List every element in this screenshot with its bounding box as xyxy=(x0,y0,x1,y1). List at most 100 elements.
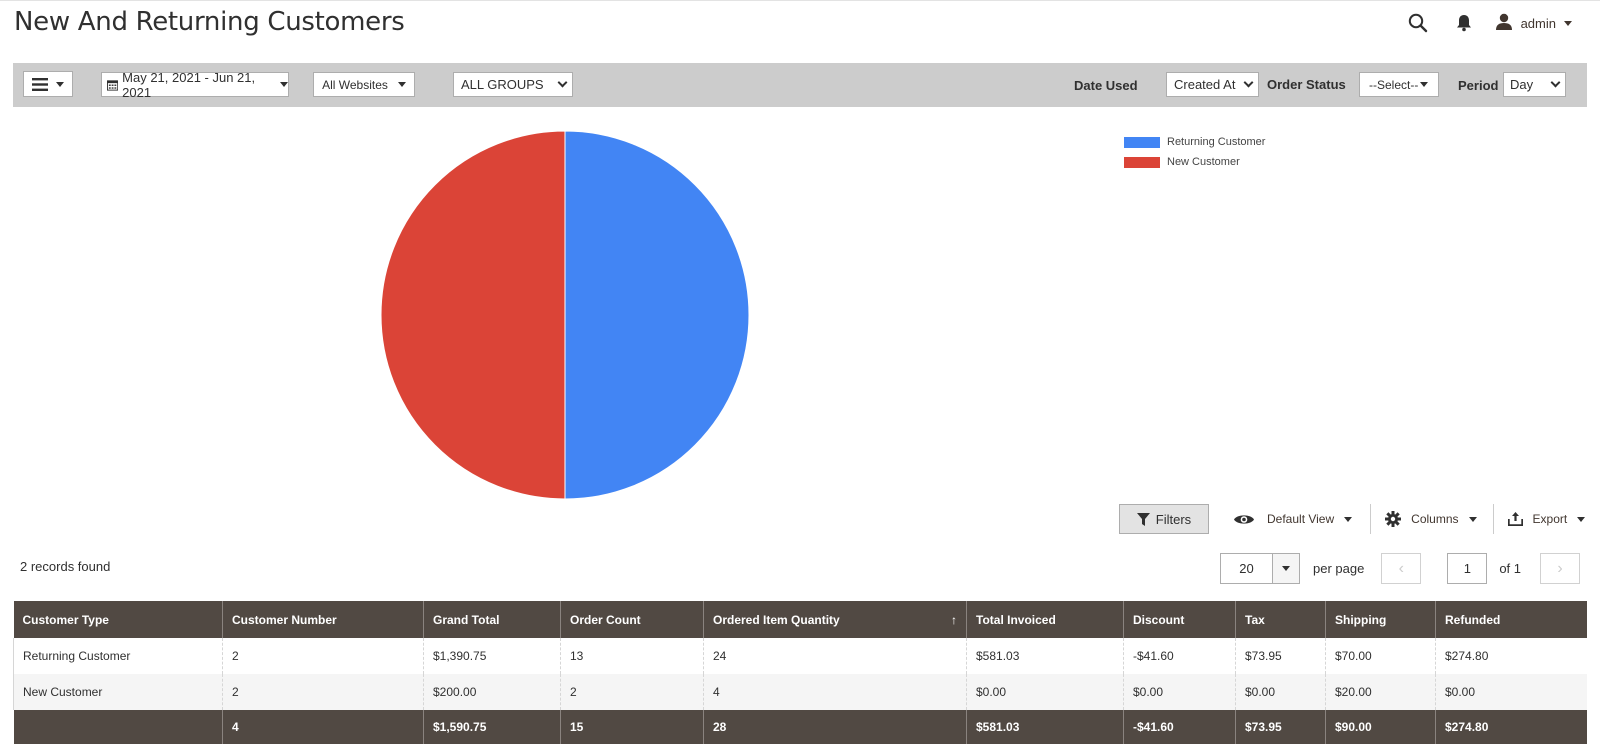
order-status-value: --Select-- xyxy=(1369,77,1419,92)
column-header-tax[interactable]: Tax xyxy=(1235,601,1326,638)
totals-cell: $73.95 xyxy=(1235,710,1326,744)
bell-icon[interactable] xyxy=(1441,9,1487,37)
page-count: of 1 xyxy=(1499,561,1522,576)
user-icon xyxy=(1495,13,1513,33)
column-header-customer-number[interactable]: Customer Number xyxy=(222,601,424,638)
table-cell: $0.00 xyxy=(1123,674,1236,710)
header-row: Customer Type Customer Number Grand Tota… xyxy=(13,601,1587,638)
caret-down-icon xyxy=(1564,20,1572,26)
grid-actions: Filters Default View Columns Export xyxy=(1119,503,1586,535)
next-page-button[interactable]: › xyxy=(1540,553,1581,584)
column-header-grand-total[interactable]: Grand Total xyxy=(423,601,561,638)
divider xyxy=(1370,504,1372,534)
column-header-discount[interactable]: Discount xyxy=(1123,601,1236,638)
totals-cell: $1,590.75 xyxy=(423,710,561,744)
export-label: Export xyxy=(1532,512,1568,526)
columns-label: Columns xyxy=(1411,512,1459,526)
caret-down-icon xyxy=(1468,516,1477,522)
date-used-value: Created At xyxy=(1174,77,1236,92)
table-cell: $0.00 xyxy=(1435,674,1587,710)
totals-cell: 4 xyxy=(222,710,424,744)
order-status-label: Order Status xyxy=(1267,77,1346,92)
legend-label: Returning Customer xyxy=(1167,136,1266,148)
filter-icon xyxy=(1136,512,1150,526)
page-input[interactable]: 1 xyxy=(1447,553,1488,584)
caret-down-icon xyxy=(397,82,406,87)
chart-legend: Returning Customer New Customer xyxy=(1124,132,1265,172)
report-toolbar: May 21, 2021 - Jun 21, 2021 All Websites… xyxy=(13,63,1587,107)
table-cell: 13 xyxy=(560,638,704,674)
websites-value: All Websites xyxy=(322,77,388,92)
table-cell: $200.00 xyxy=(423,674,561,710)
divider xyxy=(1492,504,1494,534)
totals-row: 4 $1,590.75 15 28 $581.03 -$41.60 $73.95… xyxy=(13,710,1587,744)
period-value: Day xyxy=(1510,77,1534,92)
column-header-refunded[interactable]: Refunded xyxy=(1435,601,1587,638)
table-cell: $0.00 xyxy=(1235,674,1326,710)
caret-down-icon xyxy=(1577,516,1586,522)
filters-label: Filters xyxy=(1155,511,1192,527)
date-range-picker[interactable]: May 21, 2021 - Jun 21, 2021 xyxy=(101,70,289,100)
column-header-total-invoiced[interactable]: Total Invoiced xyxy=(966,601,1124,638)
export-icon xyxy=(1507,512,1523,526)
view-label: Default View xyxy=(1267,512,1335,526)
chevron-down-icon xyxy=(1550,77,1561,88)
caret-down-icon xyxy=(1420,82,1428,87)
table-cell: $0.00 xyxy=(966,674,1124,710)
records-found: 2 records found xyxy=(20,559,111,574)
column-header-ordered-item-quantity[interactable]: Ordered Item Quantity ↑ xyxy=(703,601,967,638)
export-control[interactable]: Export xyxy=(1507,503,1586,535)
table-row: New Customer 2 $200.00 2 4 $0.00 $0.00 $… xyxy=(13,674,1587,710)
legend-swatch-new xyxy=(1124,156,1160,168)
per-page-toggle[interactable] xyxy=(1272,554,1299,583)
column-header-customer-type[interactable]: Customer Type xyxy=(13,601,223,638)
gear-icon xyxy=(1385,511,1402,527)
totals-cell: 28 xyxy=(703,710,967,744)
table-cell: $20.00 xyxy=(1325,674,1436,710)
table-cell: 2 xyxy=(560,674,704,710)
prev-page-button[interactable]: ‹ xyxy=(1381,553,1422,584)
eye-icon xyxy=(1234,514,1254,524)
table-cell: $73.95 xyxy=(1235,638,1326,674)
pie-chart xyxy=(376,126,754,504)
table-cell: $70.00 xyxy=(1325,638,1436,674)
column-header-shipping[interactable]: Shipping xyxy=(1325,601,1436,638)
period-select[interactable]: Day xyxy=(1503,72,1566,97)
caret-down-icon xyxy=(1344,516,1353,522)
table-cell: $581.03 xyxy=(966,638,1124,674)
column-header-order-count[interactable]: Order Count xyxy=(560,601,704,638)
columns-control[interactable]: Columns xyxy=(1385,503,1477,535)
pie-slice-new-customer[interactable] xyxy=(380,130,566,500)
websites-switcher[interactable]: All Websites xyxy=(313,72,415,97)
view-switcher[interactable]: Default View xyxy=(1233,503,1353,535)
admin-user-menu[interactable]: admin xyxy=(1495,13,1572,33)
chevron-right-icon: › xyxy=(1557,559,1563,577)
per-page-select[interactable]: 20 xyxy=(1220,553,1300,584)
table-cell: -$41.60 xyxy=(1123,638,1236,674)
totals-cell: -$41.60 xyxy=(1123,710,1236,744)
header-actions: admin xyxy=(1395,9,1572,37)
totals-cell: $581.03 xyxy=(966,710,1124,744)
filters-button[interactable]: Filters xyxy=(1119,504,1209,534)
menu-button[interactable] xyxy=(23,71,73,97)
search-icon[interactable] xyxy=(1395,9,1441,37)
legend-item-new[interactable]: New Customer xyxy=(1124,152,1265,172)
per-page-label: per page xyxy=(1313,561,1365,576)
customer-groups-select[interactable]: ALL GROUPS xyxy=(453,72,573,97)
order-status-select[interactable]: --Select-- xyxy=(1359,72,1439,97)
pie-slice-returning-customer[interactable] xyxy=(564,130,750,500)
date-used-select[interactable]: Created At xyxy=(1166,72,1259,97)
table-row: Returning Customer 2 $1,390.75 13 24 $58… xyxy=(13,638,1587,674)
table-cell: 4 xyxy=(703,674,967,710)
legend-swatch-returning xyxy=(1124,136,1160,148)
column-header-label: Ordered Item Quantity xyxy=(713,612,840,627)
admin-username: admin xyxy=(1520,15,1556,31)
table-cell: $274.80 xyxy=(1435,638,1587,674)
totals-cell xyxy=(13,710,223,744)
date-used-label: Date Used xyxy=(1074,78,1138,93)
legend-item-returning[interactable]: Returning Customer xyxy=(1124,132,1265,152)
table-cell: $1,390.75 xyxy=(423,638,561,674)
caret-down-icon xyxy=(1282,566,1290,571)
totals-cell: $274.80 xyxy=(1435,710,1587,744)
sort-ascending-icon: ↑ xyxy=(951,612,957,627)
